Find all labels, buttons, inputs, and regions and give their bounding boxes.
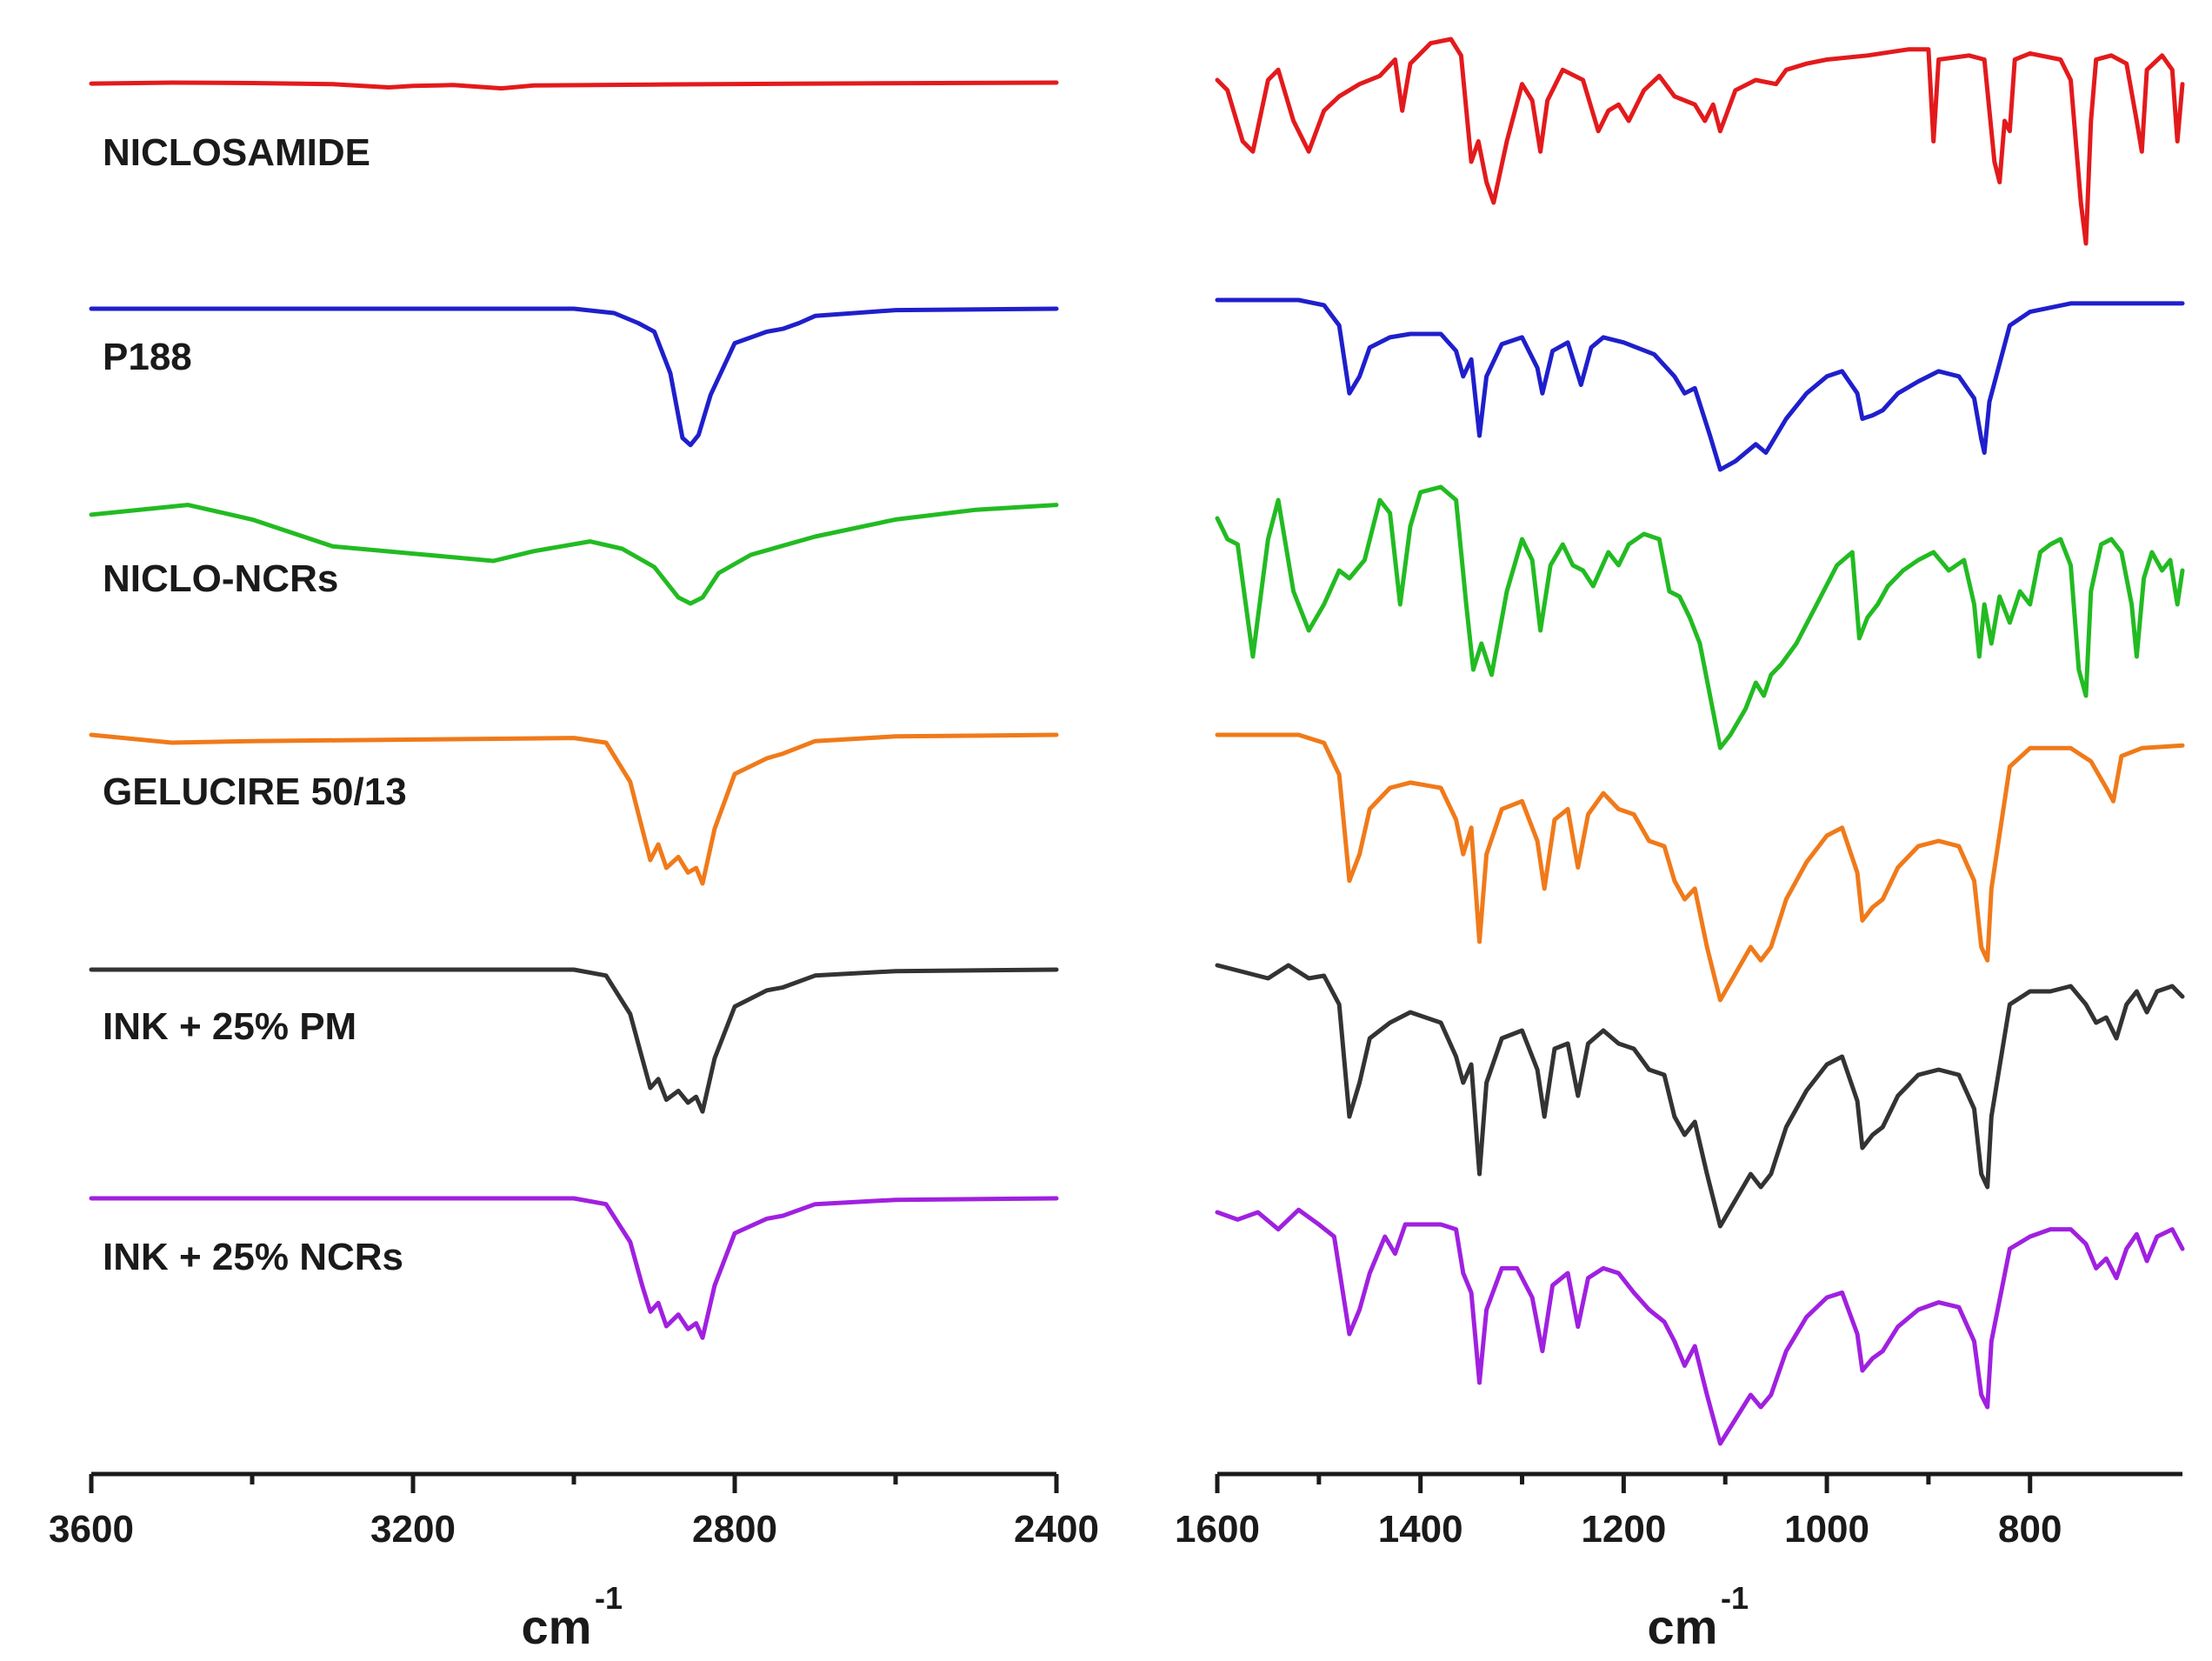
x-axis-unit-label: cm (522, 1599, 592, 1654)
x-tick-label: 1200 (1581, 1508, 1666, 1551)
x-tick-label: 800 (1998, 1508, 2062, 1551)
trace-fingerprint-1 (1215, 297, 2185, 472)
trace-fingerprint-5 (1215, 1207, 2185, 1446)
series-label: INK + 25% NCRs (103, 1236, 403, 1278)
trace-high-wavenumber-4 (89, 967, 1059, 1114)
x-tick-label: 1400 (1378, 1508, 1463, 1551)
x-tick-label: 1000 (1784, 1508, 1869, 1551)
traces-layer (89, 37, 2185, 1446)
x-tick-label: 2800 (692, 1508, 777, 1551)
series-label: NICLOSAMIDE (103, 131, 370, 174)
x-axis-unit-superscript: -1 (595, 1580, 623, 1616)
x-tick-label: 3200 (370, 1508, 456, 1551)
x-axis-unit-superscript: -1 (1721, 1580, 1749, 1616)
trace-fingerprint-3 (1215, 732, 2185, 1003)
trace-high-wavenumber-5 (89, 1196, 1059, 1340)
trace-fingerprint-4 (1215, 963, 2185, 1229)
series-label: GELUCIRE 50/13 (103, 770, 407, 813)
trace-fingerprint-2 (1215, 484, 2185, 750)
trace-high-wavenumber-1 (89, 306, 1059, 448)
series-label: P188 (103, 336, 192, 378)
x-tick-label: 3600 (49, 1508, 134, 1551)
trace-high-wavenumber-0 (89, 80, 1059, 91)
trace-fingerprint-0 (1215, 37, 2185, 246)
labels-layer: NICLOSAMIDE P188 NICLO-NCRs GELUCIRE 50/13 I… (103, 131, 407, 1278)
trace-high-wavenumber-3 (89, 732, 1059, 886)
x-tick-label: 2400 (1014, 1508, 1099, 1551)
trace-high-wavenumber-2 (89, 503, 1059, 606)
series-label: NICLO-NCRs (103, 557, 338, 600)
x-axis-unit-label: cm (1648, 1599, 1718, 1654)
series-label: INK + 25% PM (103, 1005, 356, 1048)
x-tick-label: 1600 (1175, 1508, 1260, 1551)
